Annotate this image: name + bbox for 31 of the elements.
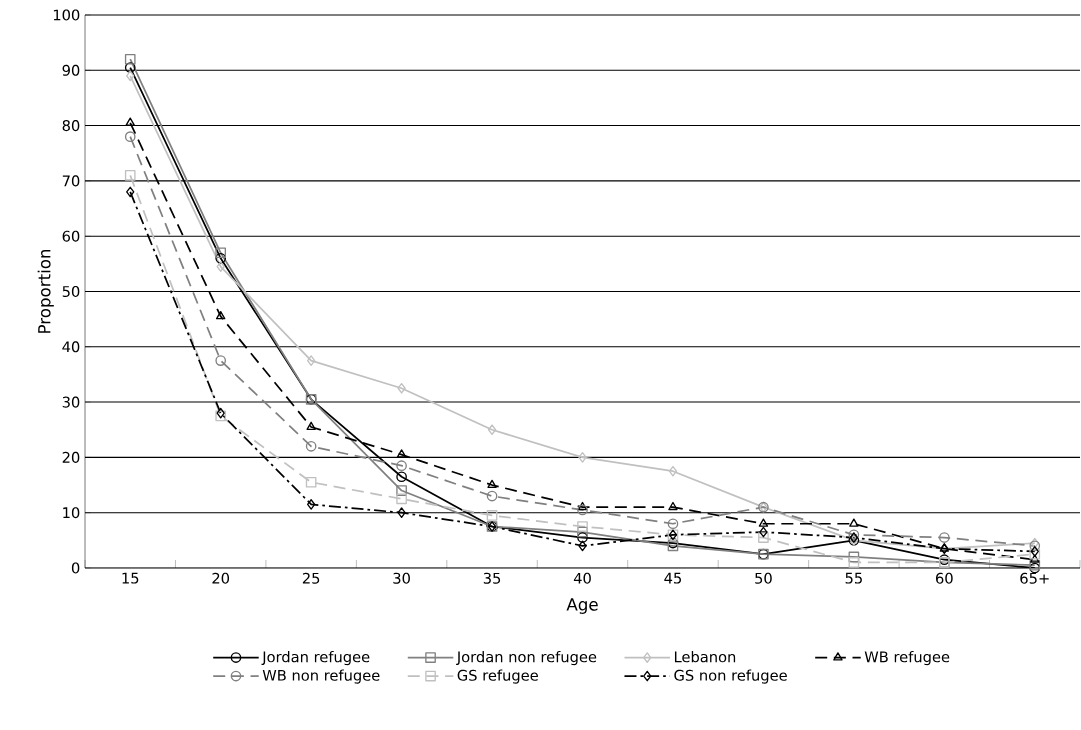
- legend-label: WB refugee: [864, 651, 950, 666]
- x-tick-label: 30: [393, 572, 410, 584]
- legend-label: Jordan refugee: [261, 651, 370, 666]
- x-tick-label: 55: [845, 572, 862, 584]
- y-tick-label: 30: [62, 396, 80, 408]
- y-tick-label: 100: [53, 9, 80, 21]
- y-tick-label: 40: [62, 341, 80, 353]
- y-tick-label: 80: [62, 120, 80, 132]
- y-tick-label: 10: [63, 507, 80, 519]
- x-tick-label: 60: [936, 572, 953, 584]
- y-tick-label: 50: [62, 285, 80, 298]
- legend-label: GS non refugee: [674, 669, 787, 684]
- legend-label: WB non refugee: [262, 669, 380, 684]
- y-tick-label: 90: [62, 64, 80, 76]
- y-axis-title: Proportion: [37, 249, 54, 333]
- x-tick-label: 65+: [1020, 572, 1049, 584]
- legend-label: GS refugee: [457, 669, 538, 684]
- x-tick-label: 20: [212, 572, 230, 584]
- y-tick-label: 70: [62, 175, 80, 187]
- x-tick-label: 35: [483, 572, 501, 584]
- y-tick-label: 60: [62, 230, 80, 242]
- y-tick-label: 20: [62, 451, 80, 463]
- x-tick-label: 45: [664, 572, 682, 584]
- x-tick-label: 15: [122, 572, 139, 584]
- x-tick-label: 40: [573, 572, 591, 584]
- legend-label: Lebanon: [674, 651, 736, 663]
- x-tick-label: 50: [755, 572, 772, 584]
- x-tick-label: 25: [302, 572, 320, 584]
- legend-label: Jordan non refugee: [456, 651, 597, 666]
- y-tick-label: 0: [71, 562, 80, 574]
- x-axis-title: Age: [566, 598, 598, 614]
